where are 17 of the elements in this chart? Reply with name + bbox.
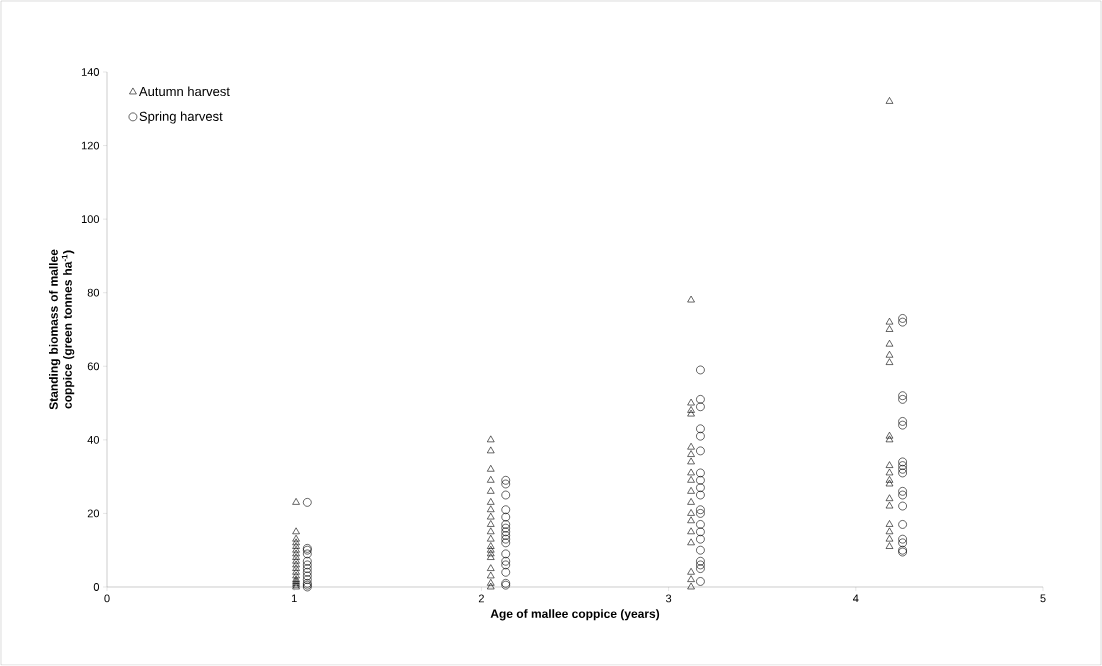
y-tick-label: 120 — [81, 141, 100, 150]
x-tick-label: 4 — [852, 594, 859, 603]
y-tick-label: 20 — [87, 509, 100, 518]
x-tick-label: 0 — [104, 594, 110, 603]
x-tick-label: 5 — [1040, 594, 1046, 603]
legend-label: Autumn harvest — [138, 86, 230, 97]
x-tick-label: 1 — [291, 594, 297, 603]
legend-label: Spring harvest — [139, 111, 223, 124]
y-tick-label: 40 — [87, 435, 100, 444]
x-axis-title: Age of mallee coppice (years) — [490, 609, 660, 621]
y-tick-label: 60 — [87, 362, 100, 371]
y-tick-label: 140 — [81, 68, 100, 76]
x-tick-label: 2 — [478, 594, 484, 603]
y-tick-label: 0 — [93, 583, 100, 591]
x-tick-label: 3 — [665, 594, 672, 603]
y-tick-label: 100 — [81, 215, 100, 224]
y-tick-label: 80 — [87, 288, 100, 297]
